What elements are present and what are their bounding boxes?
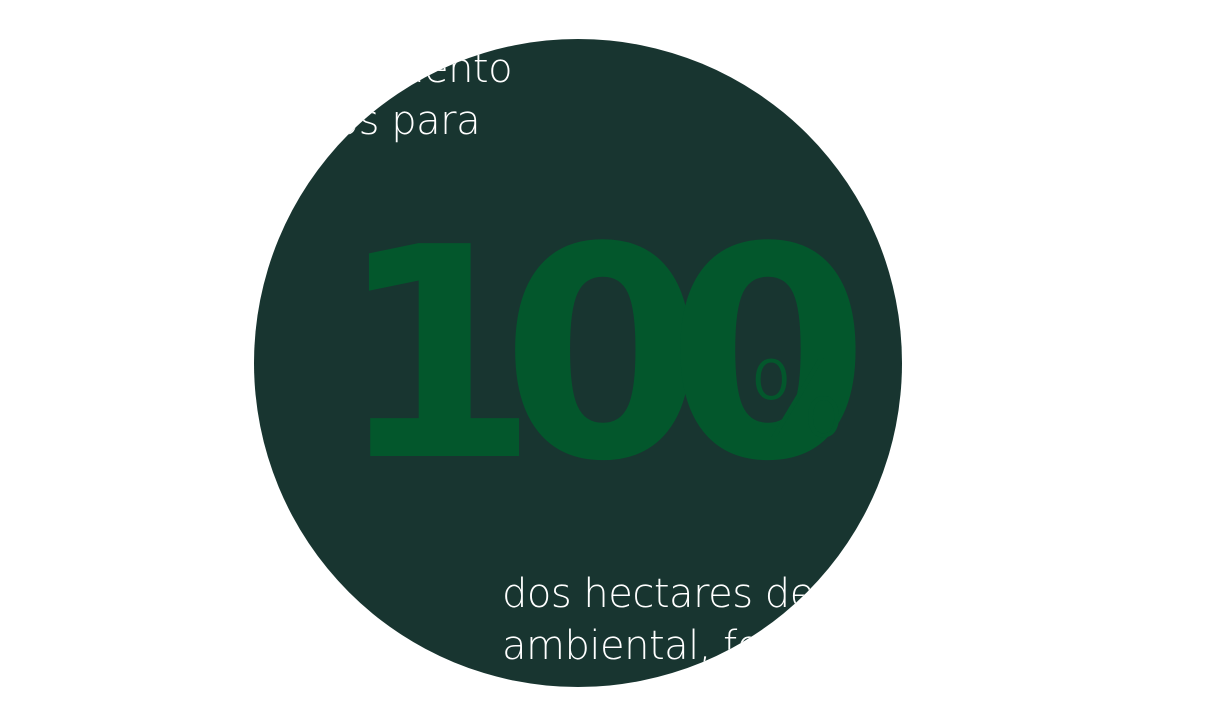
top-description-line-2: urados para bbox=[254, 98, 481, 144]
bottom-description: dos hectares de ambiental, fo bbox=[502, 568, 814, 672]
stat-circle: envolvimento urados para 100 % dos hecta… bbox=[254, 39, 902, 687]
stat-value: 100 bbox=[336, 185, 869, 525]
top-description: envolvimento urados para bbox=[254, 43, 513, 147]
circle-content: envolvimento urados para 100 % dos hecta… bbox=[254, 39, 902, 687]
bottom-description-line-2: ambiental, fo bbox=[502, 623, 761, 669]
top-description-line-1: envolvimento bbox=[254, 46, 513, 92]
bottom-description-line-1: dos hectares de bbox=[502, 571, 814, 617]
stat-unit: % bbox=[748, 339, 847, 461]
